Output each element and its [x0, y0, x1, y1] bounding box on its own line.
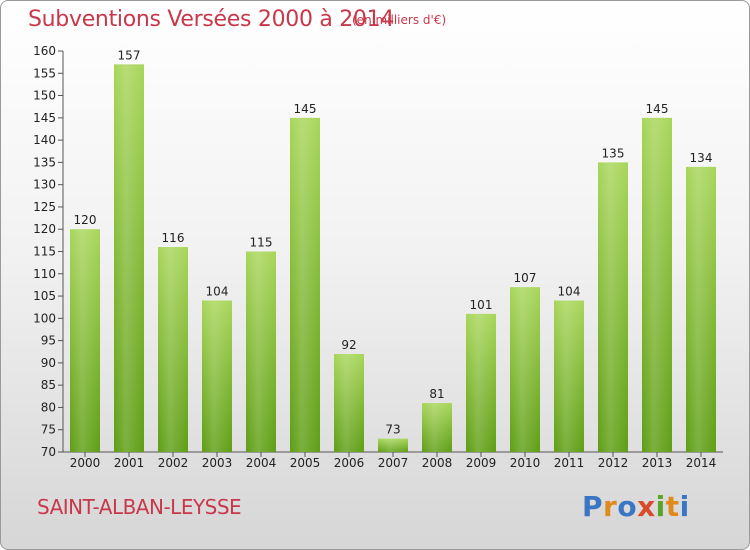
y-tick-label: 150	[33, 89, 56, 103]
x-tick-label: 2014	[686, 456, 717, 470]
x-tick-label: 2008	[422, 456, 453, 470]
bar-highlight	[378, 438, 408, 452]
bar-group: 115	[246, 236, 276, 452]
logo-letter: x	[637, 490, 656, 523]
x-tick-label: 2010	[510, 456, 541, 470]
bar-highlight	[114, 64, 144, 452]
logo-letter: o	[617, 490, 638, 523]
bar-group: 104	[554, 285, 584, 452]
unit-label: (en milliers d'€)	[352, 13, 447, 27]
bar-value-label: 115	[250, 236, 273, 250]
bar-group: 73	[378, 423, 408, 452]
bar-value-label: 120	[74, 213, 97, 227]
y-tick-label: 120	[33, 222, 56, 236]
bar-value-label: 145	[646, 102, 669, 116]
bar-group: 145	[642, 102, 672, 452]
chart-title: Subventions Versées 2000 à 2014	[28, 7, 395, 32]
bar-group: 134	[686, 151, 716, 452]
y-tick-label: 110	[33, 267, 56, 281]
bar-value-label: 92	[341, 338, 356, 352]
bar-value-label: 104	[558, 285, 581, 299]
bar-group: 92	[334, 338, 364, 452]
y-tick-label: 115	[33, 245, 56, 259]
bar-group: 157	[114, 48, 144, 452]
logo-letter: t	[665, 490, 680, 523]
bar-value-label: 157	[118, 48, 141, 62]
x-tick-label: 2005	[290, 456, 321, 470]
bar-group: 104	[202, 285, 232, 452]
y-tick-label: 160	[33, 44, 56, 58]
x-tick-label: 2009	[466, 456, 497, 470]
x-tick-label: 2004	[246, 456, 277, 470]
bar-highlight	[466, 313, 496, 452]
x-tick-label: 2011	[554, 456, 585, 470]
x-tick-label: 2003	[202, 456, 233, 470]
axes: 70 75 80 85 90 95 100 105 110 115 120 125 130 135 140 1…	[33, 44, 723, 470]
bar-highlight	[70, 229, 100, 452]
y-tick-label: 90	[41, 356, 56, 370]
bar-group: 145	[290, 102, 320, 452]
bar-group: 101	[466, 298, 496, 452]
bar-highlight	[422, 402, 452, 452]
x-tick-label: 2002	[158, 456, 189, 470]
y-tick-label: 105	[33, 289, 56, 303]
y-tick-label: 145	[33, 111, 56, 125]
bar-value-label: 81	[429, 387, 444, 401]
bar-value-label: 135	[602, 146, 625, 160]
bar-highlight	[510, 287, 540, 452]
logo-letter: i	[679, 490, 690, 523]
bar-highlight	[158, 247, 188, 452]
bar-highlight	[290, 117, 320, 452]
bar-highlight	[246, 251, 276, 452]
y-tick-label: 75	[41, 423, 56, 437]
bar-value-label: 116	[162, 231, 185, 245]
y-tick-label: 135	[33, 155, 56, 169]
bar-value-label: 134	[690, 151, 713, 165]
bar-value-label: 73	[385, 423, 400, 437]
bar-group: 116	[158, 231, 188, 452]
bar-group: 81	[422, 387, 452, 452]
y-tick-label: 80	[41, 400, 56, 414]
x-tick-label: 2013	[642, 456, 673, 470]
y-tick-label: 130	[33, 178, 56, 192]
y-tick-label: 70	[41, 445, 56, 459]
bar-value-label: 145	[294, 102, 317, 116]
bars: 120 157 116 104 115 145 92 73 81 101 107 104 135 145 1…	[70, 48, 716, 452]
y-tick-label: 125	[33, 200, 56, 214]
proxiti-logo: Proxiti	[582, 490, 690, 523]
place-name: SAINT-ALBAN-LEYSSE	[37, 495, 242, 519]
bar-group: 135	[598, 146, 628, 452]
x-tick-label: 2000	[70, 456, 101, 470]
bar-highlight	[554, 300, 584, 452]
bar-highlight	[598, 162, 628, 452]
bar-value-label: 104	[206, 285, 229, 299]
y-tick-label: 140	[33, 133, 56, 147]
logo-letter: i	[655, 490, 666, 523]
x-tick-label: 2006	[334, 456, 365, 470]
y-tick-label: 100	[33, 311, 56, 325]
x-tick-label: 2012	[598, 456, 629, 470]
logo-letter: r	[603, 490, 618, 523]
y-tick-label: 95	[41, 334, 56, 348]
y-tick-label: 85	[41, 378, 56, 392]
bar-group: 120	[70, 213, 100, 452]
bar-group: 107	[510, 271, 540, 452]
x-tick-label: 2001	[114, 456, 145, 470]
bar-highlight	[642, 117, 672, 452]
logo-letter: P	[582, 490, 604, 523]
y-tick-label: 155	[33, 66, 56, 80]
bar-highlight	[686, 166, 716, 452]
bar-highlight	[202, 300, 232, 452]
bar-value-label: 107	[514, 271, 537, 285]
x-tick-label: 2007	[378, 456, 409, 470]
bar-value-label: 101	[470, 298, 493, 312]
bar-highlight	[334, 353, 364, 452]
